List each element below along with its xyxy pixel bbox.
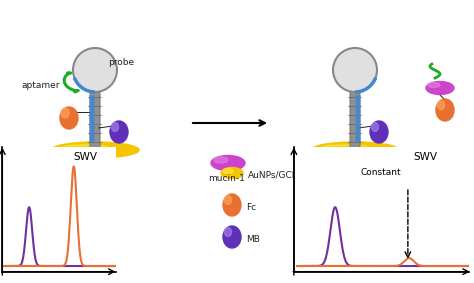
FancyBboxPatch shape bbox=[90, 91, 100, 149]
Ellipse shape bbox=[372, 123, 379, 132]
Ellipse shape bbox=[225, 228, 231, 237]
Ellipse shape bbox=[426, 82, 454, 95]
FancyBboxPatch shape bbox=[90, 95, 94, 143]
Ellipse shape bbox=[223, 168, 233, 173]
FancyBboxPatch shape bbox=[356, 95, 361, 143]
Ellipse shape bbox=[438, 100, 445, 110]
Circle shape bbox=[333, 48, 377, 92]
Text: AuNPs/GCE: AuNPs/GCE bbox=[248, 170, 298, 179]
Ellipse shape bbox=[321, 145, 369, 151]
Text: Constant: Constant bbox=[361, 168, 401, 177]
Ellipse shape bbox=[60, 107, 78, 129]
Ellipse shape bbox=[223, 226, 241, 248]
Ellipse shape bbox=[111, 123, 118, 132]
Ellipse shape bbox=[61, 145, 109, 151]
Text: aptamer: aptamer bbox=[22, 81, 61, 90]
Ellipse shape bbox=[51, 142, 139, 158]
Ellipse shape bbox=[214, 157, 228, 163]
Text: MB: MB bbox=[246, 235, 260, 244]
Text: SWV: SWV bbox=[73, 152, 97, 162]
FancyBboxPatch shape bbox=[350, 91, 360, 149]
Ellipse shape bbox=[436, 99, 454, 121]
Text: Fc: Fc bbox=[246, 203, 256, 212]
Ellipse shape bbox=[225, 196, 231, 205]
Ellipse shape bbox=[221, 168, 243, 179]
Ellipse shape bbox=[428, 83, 440, 87]
Circle shape bbox=[73, 48, 117, 92]
Ellipse shape bbox=[223, 194, 241, 216]
Ellipse shape bbox=[61, 108, 69, 118]
Ellipse shape bbox=[110, 121, 128, 143]
Text: mucin-1: mucin-1 bbox=[208, 174, 245, 183]
Ellipse shape bbox=[211, 155, 245, 170]
Ellipse shape bbox=[370, 121, 388, 143]
Ellipse shape bbox=[311, 142, 399, 158]
Text: probe: probe bbox=[108, 58, 134, 67]
Text: SWV: SWV bbox=[413, 152, 437, 162]
